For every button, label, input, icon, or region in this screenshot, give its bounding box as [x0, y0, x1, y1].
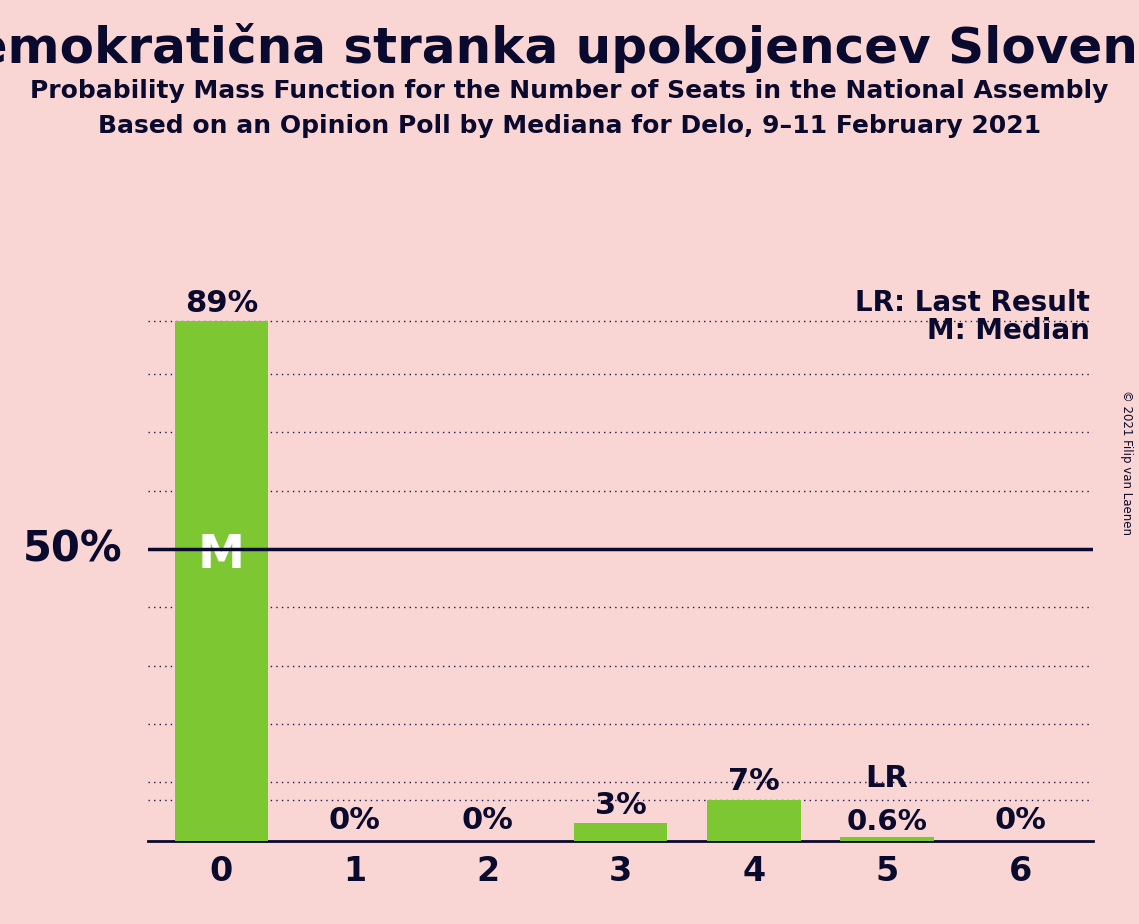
Text: 89%: 89% [185, 289, 257, 318]
Text: 0%: 0% [994, 806, 1046, 835]
Bar [174, 322, 268, 841]
Text: M: M [198, 532, 245, 578]
Bar [841, 837, 934, 841]
Text: 0.6%: 0.6% [846, 808, 927, 835]
Text: LR: LR [866, 764, 909, 793]
Text: 0%: 0% [461, 806, 514, 835]
Bar [574, 823, 667, 841]
Text: 50%: 50% [23, 528, 122, 570]
Text: Probability Mass Function for the Number of Seats in the National Assembly: Probability Mass Function for the Number… [31, 79, 1108, 103]
Text: 0%: 0% [328, 806, 380, 835]
Text: Based on an Opinion Poll by Mediana for Delo, 9–11 February 2021: Based on an Opinion Poll by Mediana for … [98, 114, 1041, 138]
Text: LR: Last Result: LR: Last Result [854, 289, 1089, 317]
Text: M: Median: M: Median [926, 317, 1089, 345]
Text: Demokratična stranka upokojencev Slovenije: Demokratična stranka upokojencev Sloveni… [0, 23, 1139, 73]
Text: 3%: 3% [595, 791, 647, 820]
Text: © 2021 Filip van Laenen: © 2021 Filip van Laenen [1121, 390, 1133, 534]
Text: 7%: 7% [728, 768, 780, 796]
Bar [707, 800, 801, 841]
